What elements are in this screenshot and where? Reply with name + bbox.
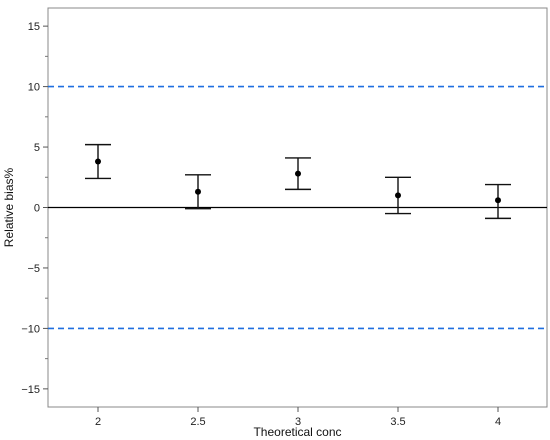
data-point	[195, 188, 201, 195]
plot-area: −15 −10 −5 0 5 10 15 2 2.5 3 3.5 4	[21, 7, 548, 428]
y-tick-label: 10	[28, 82, 40, 94]
x-tick-label: 2	[95, 416, 101, 428]
data-point	[395, 192, 401, 199]
data-point	[95, 158, 101, 165]
y-tick-label: 0	[34, 203, 40, 215]
x-tick-label: 3.5	[390, 416, 405, 428]
x-tick-label: 3	[295, 416, 301, 428]
y-axis-label: Relative bias%	[2, 167, 16, 247]
x-tick-label: 2.5	[190, 416, 205, 428]
y-tick-label: 15	[28, 21, 40, 33]
x-axis-label: Theoretical conc	[253, 425, 341, 439]
y-tick-label: 5	[34, 142, 40, 154]
y-tick-label: −10	[21, 323, 40, 335]
data-point	[495, 197, 501, 204]
data-point	[295, 170, 301, 177]
x-tick-label: 4	[495, 416, 501, 428]
y-tick-label: −15	[21, 384, 40, 396]
y-tick-label: −5	[27, 263, 40, 275]
